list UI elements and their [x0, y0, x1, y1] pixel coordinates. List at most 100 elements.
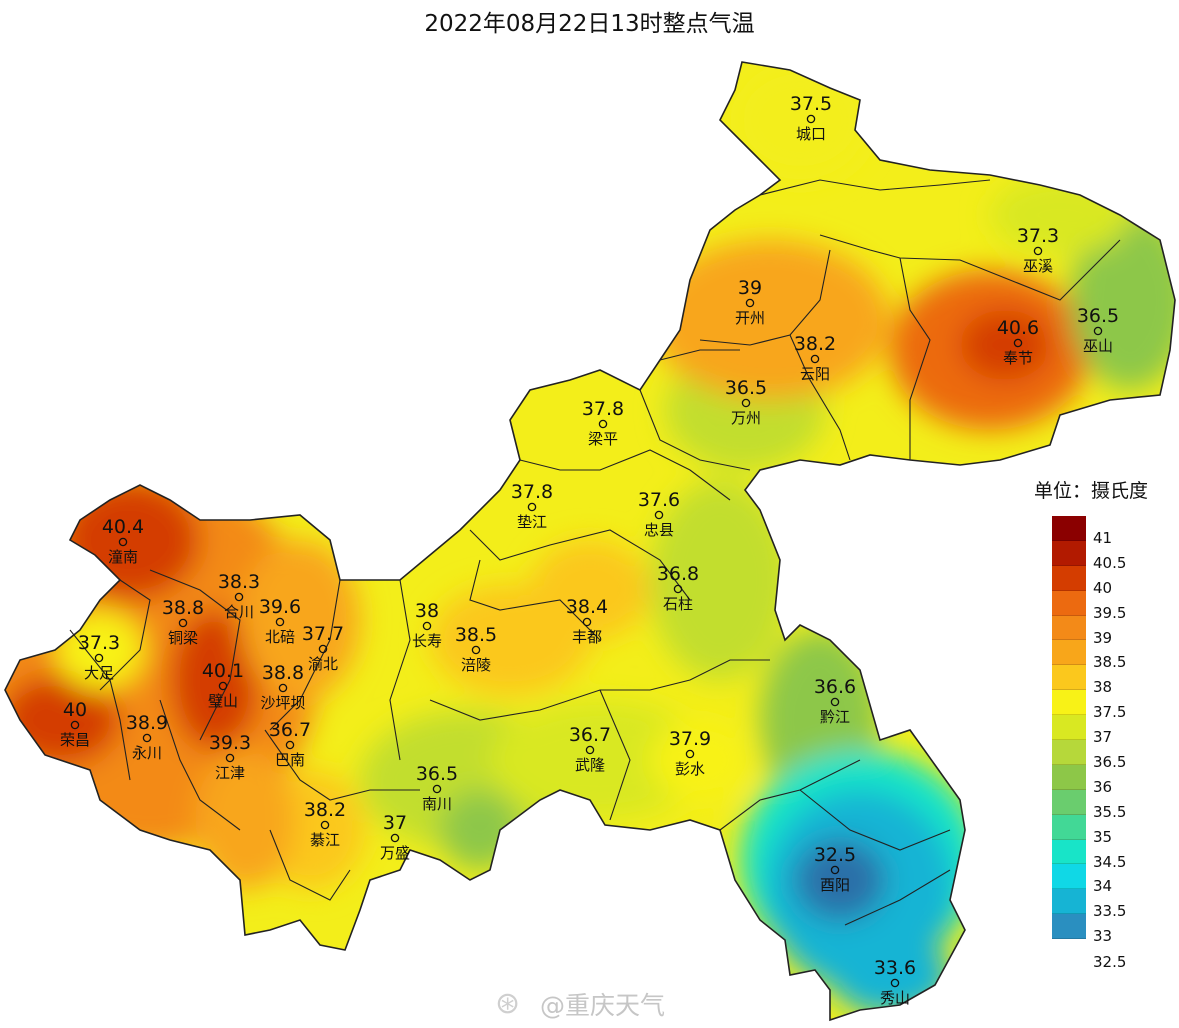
station-marker: 36.5 巫山 — [1077, 305, 1119, 355]
station-temperature: 39 — [738, 277, 762, 299]
legend-swatch — [1052, 715, 1086, 741]
station-name: 长寿 — [412, 632, 442, 650]
station-temperature: 38.4 — [566, 596, 608, 618]
station-name: 云阳 — [800, 365, 830, 383]
district-boundaries — [4, 61, 1176, 1021]
legend-label: 36.5 — [1093, 753, 1127, 772]
station-marker: 36.5 南川 — [416, 763, 458, 813]
station-temperature: 38 — [415, 600, 439, 622]
station-marker: 38.2 綦江 — [304, 799, 346, 849]
station-dot — [234, 592, 244, 602]
station-dot — [673, 584, 683, 594]
station-name: 石柱 — [663, 595, 693, 613]
legend-row: 33 — [1052, 914, 1112, 945]
station-temperature: 38.3 — [218, 571, 260, 593]
station-marker: 37.5 城口 — [790, 93, 832, 143]
station-dot — [178, 618, 188, 628]
temperature-fill — [5, 62, 1175, 1020]
station-marker: 36.7 武隆 — [569, 724, 611, 774]
legend-swatch — [1052, 615, 1086, 641]
station-dot — [70, 720, 80, 730]
station-temperature: 32.5 — [814, 844, 856, 866]
station-name: 南川 — [422, 795, 452, 813]
legend-label: 39.5 — [1093, 603, 1127, 622]
station-dot — [806, 114, 816, 124]
station-temperature: 38.5 — [455, 624, 497, 646]
station-marker: 38 长寿 — [412, 600, 442, 650]
station-marker: 38.5 涪陵 — [455, 624, 497, 674]
station-marker: 38.4 丰都 — [566, 596, 608, 646]
station-name: 渝北 — [308, 655, 338, 673]
legend-swatch — [1052, 814, 1086, 840]
station-name: 璧山 — [208, 692, 238, 710]
station-name: 万州 — [731, 409, 761, 427]
station-name: 大足 — [84, 664, 114, 682]
station-dot — [318, 644, 328, 654]
station-dot — [278, 683, 288, 693]
legend-swatch — [1052, 839, 1086, 865]
legend-swatch — [1052, 516, 1086, 541]
station-dot — [94, 653, 104, 663]
station-marker: 40.6 奉节 — [997, 317, 1039, 367]
station-marker: 38.3 合川 — [218, 571, 260, 621]
legend-row: 41 — [1052, 516, 1112, 547]
station-name: 梁平 — [588, 430, 618, 448]
stations-layer: 37.5 城口 37.3 巫溪 39 开州 36.5 巫山 40.6 奉节 38.2 云阳 36.5 万州… — [60, 93, 1119, 1007]
station-marker: 37.8 梁平 — [582, 398, 624, 448]
station-marker: 37.7 渝北 — [302, 623, 344, 673]
legend-swatch — [1052, 565, 1086, 591]
station-dot — [685, 749, 695, 759]
station-name: 开州 — [735, 309, 765, 327]
watermark-text: @重庆天气 — [540, 991, 666, 1020]
station-temperature: 38.2 — [304, 799, 346, 821]
station-dot — [598, 419, 608, 429]
station-name: 巴南 — [275, 751, 305, 769]
station-name: 秀山 — [880, 989, 910, 1007]
legend-swatch — [1052, 690, 1086, 716]
station-temperature: 36.7 — [569, 724, 611, 746]
station-temperature: 36.7 — [269, 719, 311, 741]
station-temperature: 38.8 — [162, 597, 204, 619]
station-dot — [745, 298, 755, 308]
station-name: 丰都 — [572, 628, 602, 646]
station-dot — [471, 645, 481, 655]
legend-swatch — [1052, 789, 1086, 815]
legend-label: 37.5 — [1093, 703, 1127, 722]
legend-label: 34.5 — [1093, 852, 1127, 871]
station-dot — [810, 354, 820, 364]
legend-swatch — [1052, 540, 1086, 566]
station-temperature: 37.9 — [669, 728, 711, 750]
station-name: 黔江 — [820, 708, 850, 726]
station-name: 城口 — [796, 125, 826, 143]
legend-row: 34 — [1052, 864, 1112, 895]
station-temperature: 37.8 — [582, 398, 624, 420]
station-dot — [422, 621, 432, 631]
station-marker: 40.1 璧山 — [202, 660, 244, 710]
legend-row: 37 — [1052, 715, 1112, 746]
station-marker: 40.4 潼南 — [102, 516, 144, 566]
legend-row: 38 — [1052, 665, 1112, 696]
station-temperature: 36.5 — [416, 763, 458, 785]
station-name: 巫溪 — [1023, 257, 1053, 275]
station-dot — [582, 617, 592, 627]
station-temperature: 37.3 — [1017, 225, 1059, 247]
legend-label: 36 — [1093, 777, 1113, 796]
station-marker: 37.3 巫溪 — [1017, 225, 1059, 275]
legend-swatch — [1052, 665, 1086, 691]
station-temperature: 37.3 — [78, 632, 120, 654]
legend-label: 35 — [1093, 827, 1113, 846]
station-temperature: 36.5 — [725, 377, 767, 399]
station-marker: 39.6 北碚 — [259, 596, 301, 646]
station-temperature: 37.8 — [511, 481, 553, 503]
station-dot — [118, 537, 128, 547]
station-marker: 37.3 大足 — [78, 632, 120, 682]
station-temperature: 40.6 — [997, 317, 1039, 339]
station-dot — [275, 617, 285, 627]
station-name: 铜梁 — [168, 629, 198, 647]
legend-swatch — [1052, 590, 1086, 616]
legend-swatch — [1052, 889, 1086, 915]
station-temperature: 37.7 — [302, 623, 344, 645]
station-marker: 37.6 忠县 — [638, 489, 680, 539]
legend-label: 40.5 — [1093, 553, 1127, 572]
legend-row: 40.5 — [1052, 540, 1126, 572]
